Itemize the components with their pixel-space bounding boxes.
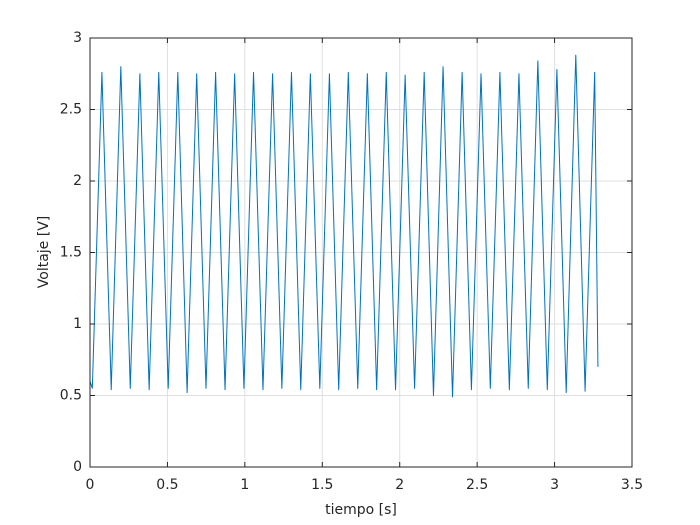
x-tick-label: 0	[86, 477, 95, 493]
y-tick-label: 2	[73, 173, 82, 189]
y-axis-label: Voltaje [V]	[36, 216, 52, 288]
x-tick-label: 3	[550, 477, 559, 493]
plot-area	[89, 54, 599, 398]
y-tick-label: 0.5	[60, 388, 82, 404]
x-tick-label: 1	[240, 477, 249, 493]
x-tick-label: 2.5	[466, 477, 488, 493]
y-tick-label: 2.5	[60, 102, 82, 118]
x-tick-label: 0.5	[156, 477, 178, 493]
x-tick-label: 3.5	[621, 477, 643, 493]
x-tick-label: 1.5	[311, 477, 333, 493]
ticks: 0 0.5 1 1.5 2 2.5 3 3.5 0 0.5 1 1.5 2 2.5 3	[60, 30, 643, 493]
y-tick-label: 3	[73, 30, 82, 46]
y-tick-label: 1.5	[60, 245, 82, 261]
y-tick-label: 0	[73, 459, 82, 475]
y-tick-label: 1	[73, 316, 82, 332]
data-line	[89, 54, 599, 398]
x-tick-label: 2	[395, 477, 404, 493]
x-axis-label: tiempo [s]	[325, 502, 397, 518]
